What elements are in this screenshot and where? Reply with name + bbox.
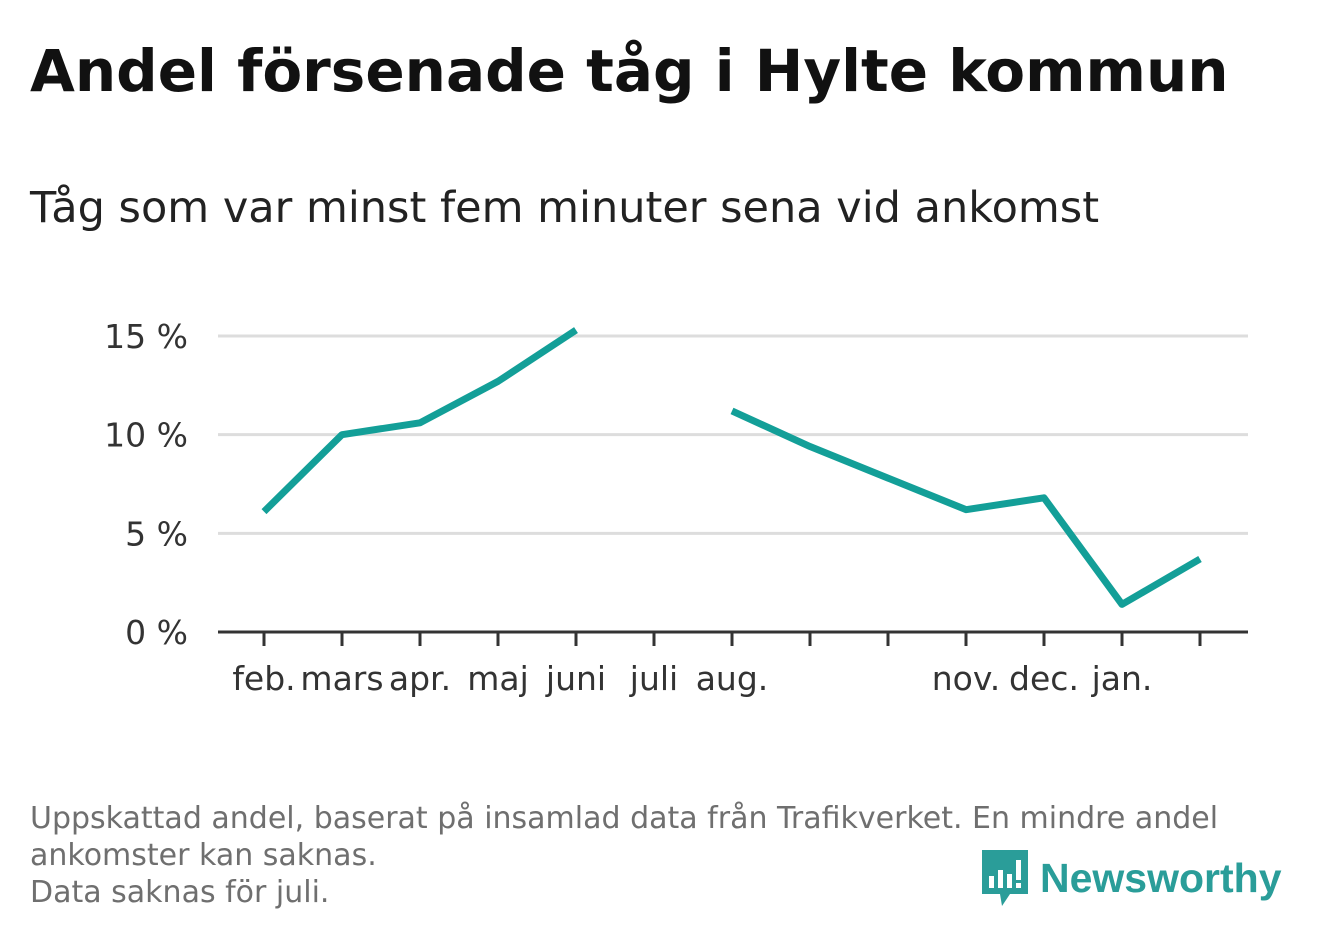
footer-note: Uppskattad andel, baserat på insamlad da… [30, 800, 1290, 911]
chart-subtitle: Tåg som var minst fem minuter sena vid a… [30, 183, 1100, 233]
footer-line-missing: Data saknas för juli. [30, 875, 330, 910]
brand-name: Newsworthy [1040, 854, 1282, 901]
x-axis-tick-labels: feb. mars apr. maj juni juli aug. nov. dec. jan. [232, 659, 1152, 698]
x-tick-label: juni [545, 659, 606, 698]
gridlines [218, 334, 1248, 535]
x-tick-label: dec. [1009, 659, 1079, 698]
x-tick-label: feb. [232, 659, 295, 698]
line-chart: 0 % 5 % 10 % 15 % feb. mars apr. maj juni juli au… [104, 317, 1248, 698]
y-axis-tick-labels: 0 % 5 % 10 % 15 % [104, 317, 188, 652]
x-tick-label: aug. [696, 659, 769, 698]
x-tick-label: jan. [1091, 659, 1153, 698]
series-lines [261, 327, 1202, 608]
newsworthy-logo-icon [982, 850, 1028, 906]
y-tick-label: 0 % [125, 613, 188, 652]
x-tick-label: nov. [932, 659, 1001, 698]
x-tick-label: mars [300, 659, 383, 698]
y-tick-label: 5 % [125, 514, 188, 553]
x-tick-label: juli [629, 659, 678, 698]
x-axis-ticks [262, 632, 1202, 646]
x-tick-label: maj [467, 659, 529, 698]
y-tick-label: 10 % [104, 416, 188, 455]
series-line [261, 327, 578, 515]
footer-line-source: Uppskattad andel, baserat på insamlad da… [30, 801, 1219, 873]
chart-title: Andel försenade tåg i Hylte kommun [30, 37, 1229, 105]
x-tick-label: apr. [389, 659, 451, 698]
brand-logo: Newsworthy [980, 848, 1282, 908]
y-tick-label: 15 % [104, 317, 188, 356]
series-line [730, 407, 1202, 608]
